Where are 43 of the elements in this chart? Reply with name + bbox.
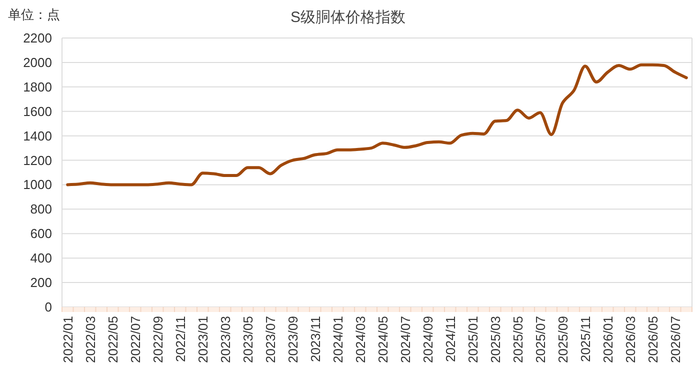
y-tick-label: 1400 [23, 128, 52, 144]
x-tick-label: 2024/03 [353, 316, 368, 363]
y-tick-label: 400 [30, 250, 52, 266]
x-tick-label: 2025/05 [510, 316, 526, 363]
x-tick-label: 2023/07 [263, 316, 278, 363]
x-tick-label: 2022/11 [173, 316, 188, 362]
x-tick-label: 2023/11 [308, 316, 324, 362]
x-tick-label: 2022/03 [83, 316, 98, 363]
x-tick-label: 2023/03 [218, 316, 234, 363]
x-tick-label: 2024/09 [420, 316, 436, 363]
y-tick-label: 2200 [23, 30, 52, 46]
y-tick-label: 1200 [23, 152, 52, 168]
x-tick-label: 2024/01 [330, 316, 346, 363]
line-series [66, 63, 688, 186]
x-tick-label: 2024/11 [443, 316, 458, 362]
x-tick-label: 2025/11 [578, 316, 594, 362]
x-tick-label: 2023/01 [196, 316, 211, 363]
y-tick-label: 1600 [23, 104, 52, 119]
y-axis-title: 单位：点 [8, 7, 60, 22]
x-tick-label: 2026/07 [668, 316, 684, 363]
y-tick-label: 0 [44, 300, 52, 314]
x-tick-label: 2022/09 [150, 316, 166, 363]
x-tick-label: 2025/01 [466, 316, 481, 363]
x-tick-label: 2022/01 [60, 316, 76, 363]
y-tick-label: 1800 [23, 79, 52, 94]
x-tick-label: 2022/07 [128, 316, 144, 363]
x-tick-label: 2026/05 [646, 316, 661, 363]
x-tick-label: 2025/07 [533, 316, 548, 363]
x-tick-label: 2025/03 [488, 316, 504, 363]
x-tick-label: 2026/03 [623, 316, 638, 363]
y-tick-label: 1000 [23, 177, 52, 192]
x-tick-label: 2024/07 [398, 316, 414, 363]
x-tick-label: 2024/05 [376, 316, 391, 363]
x-tick-label: 2022/05 [106, 316, 121, 363]
x-tick-label: 2023/05 [240, 316, 256, 363]
x-tick-label: 2026/01 [600, 316, 616, 363]
x-tick-label: 2025/09 [556, 316, 571, 363]
y-tick-label: 2000 [23, 54, 52, 70]
y-tick-label: 800 [30, 202, 52, 217]
y-tick-label: 200 [30, 275, 52, 290]
x-tick-label: 2023/09 [286, 316, 301, 363]
chart-title: S级胴体价格指数 [290, 9, 406, 26]
y-tick-label: 600 [30, 226, 52, 242]
